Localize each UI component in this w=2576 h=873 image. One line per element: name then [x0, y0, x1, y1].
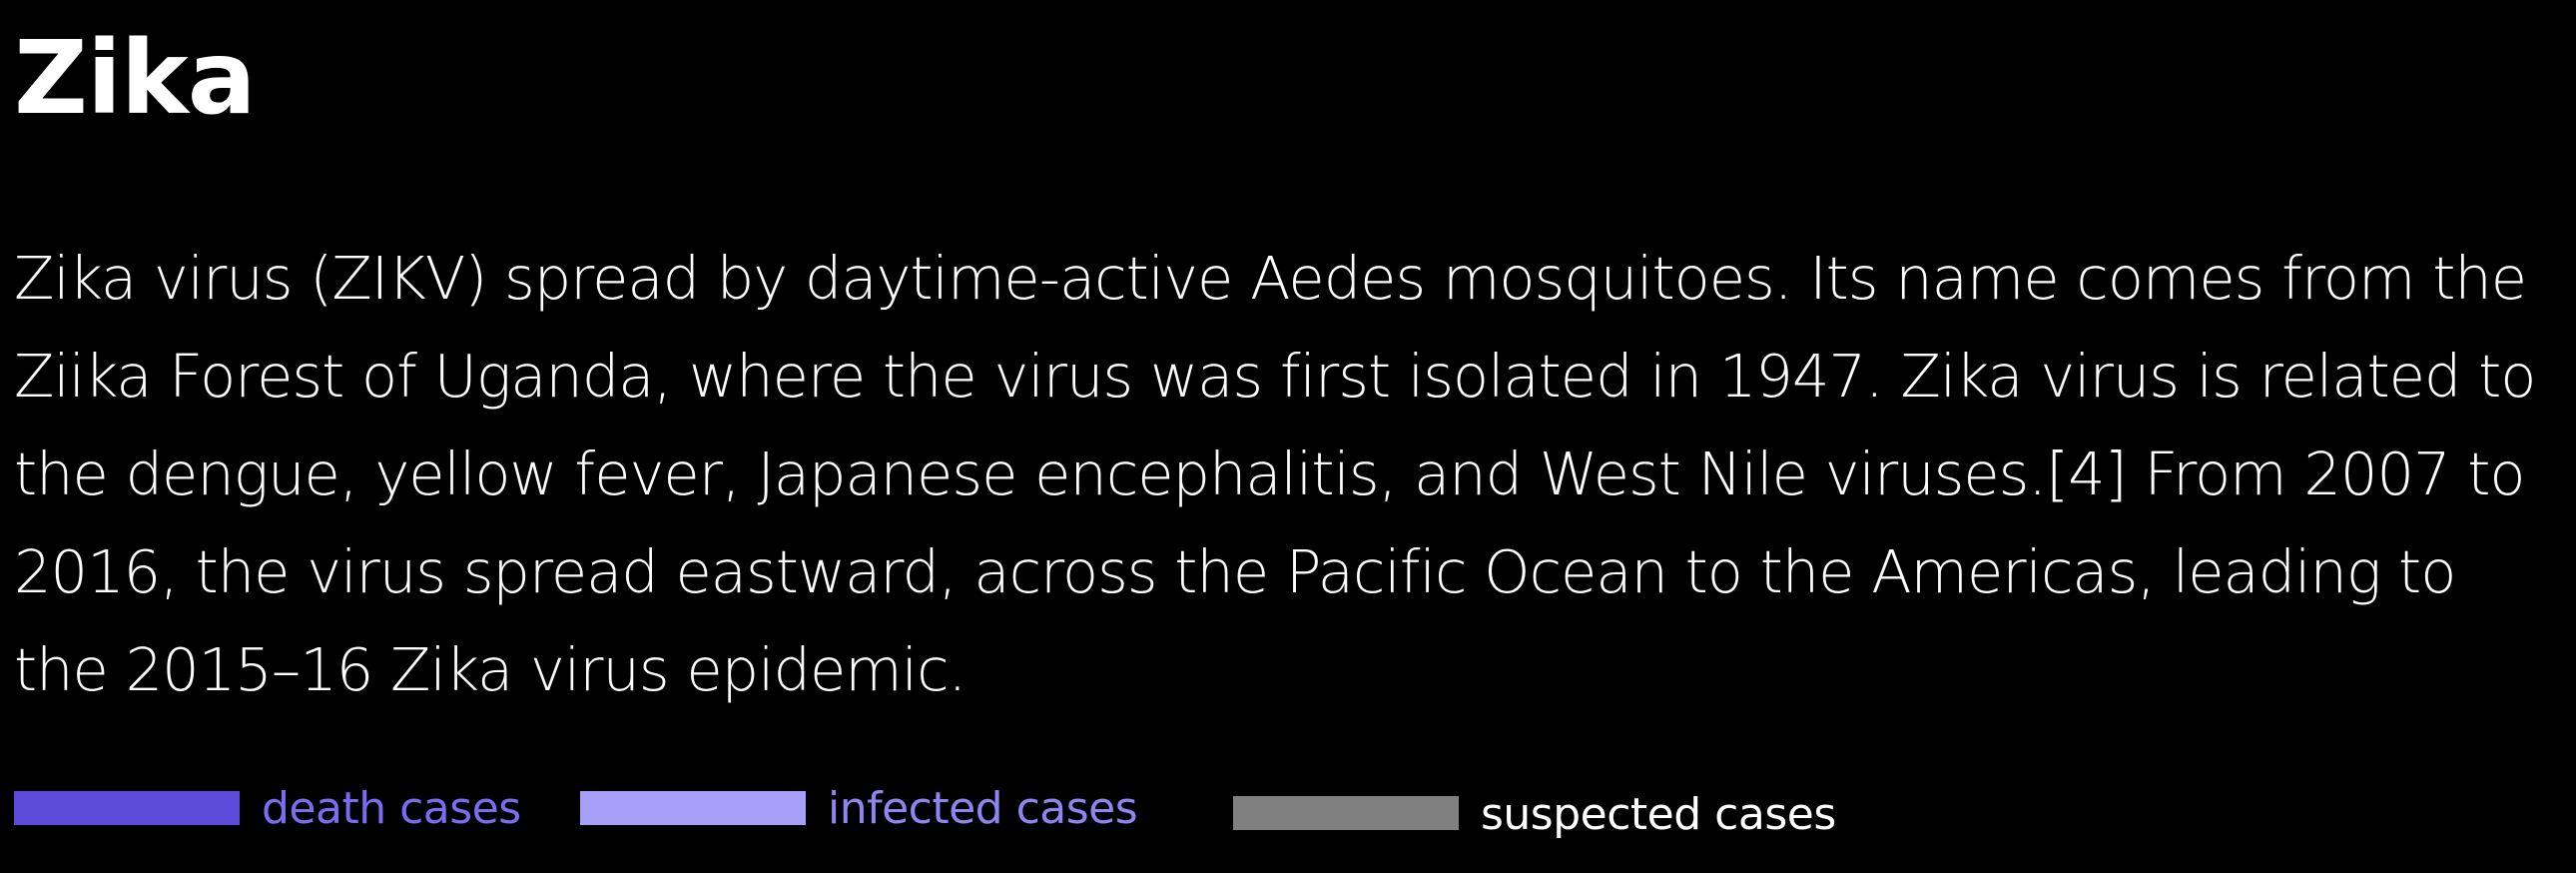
- description-text: Zika virus (ZIKV) spread by daytime-acti…: [14, 244, 2536, 704]
- page-title: Zika: [14, 19, 257, 138]
- legend-swatch-infected-cases: [580, 791, 806, 825]
- legend: death cases infected cases suspected cas…: [0, 779, 2576, 849]
- legend-swatch-death-cases: [14, 791, 240, 825]
- legend-label-infected-cases: infected cases: [828, 783, 1138, 834]
- legend-label-suspected-cases: suspected cases: [1481, 789, 1836, 840]
- legend-label-death-cases: death cases: [262, 783, 521, 834]
- legend-swatch-suspected-cases: [1233, 796, 1459, 830]
